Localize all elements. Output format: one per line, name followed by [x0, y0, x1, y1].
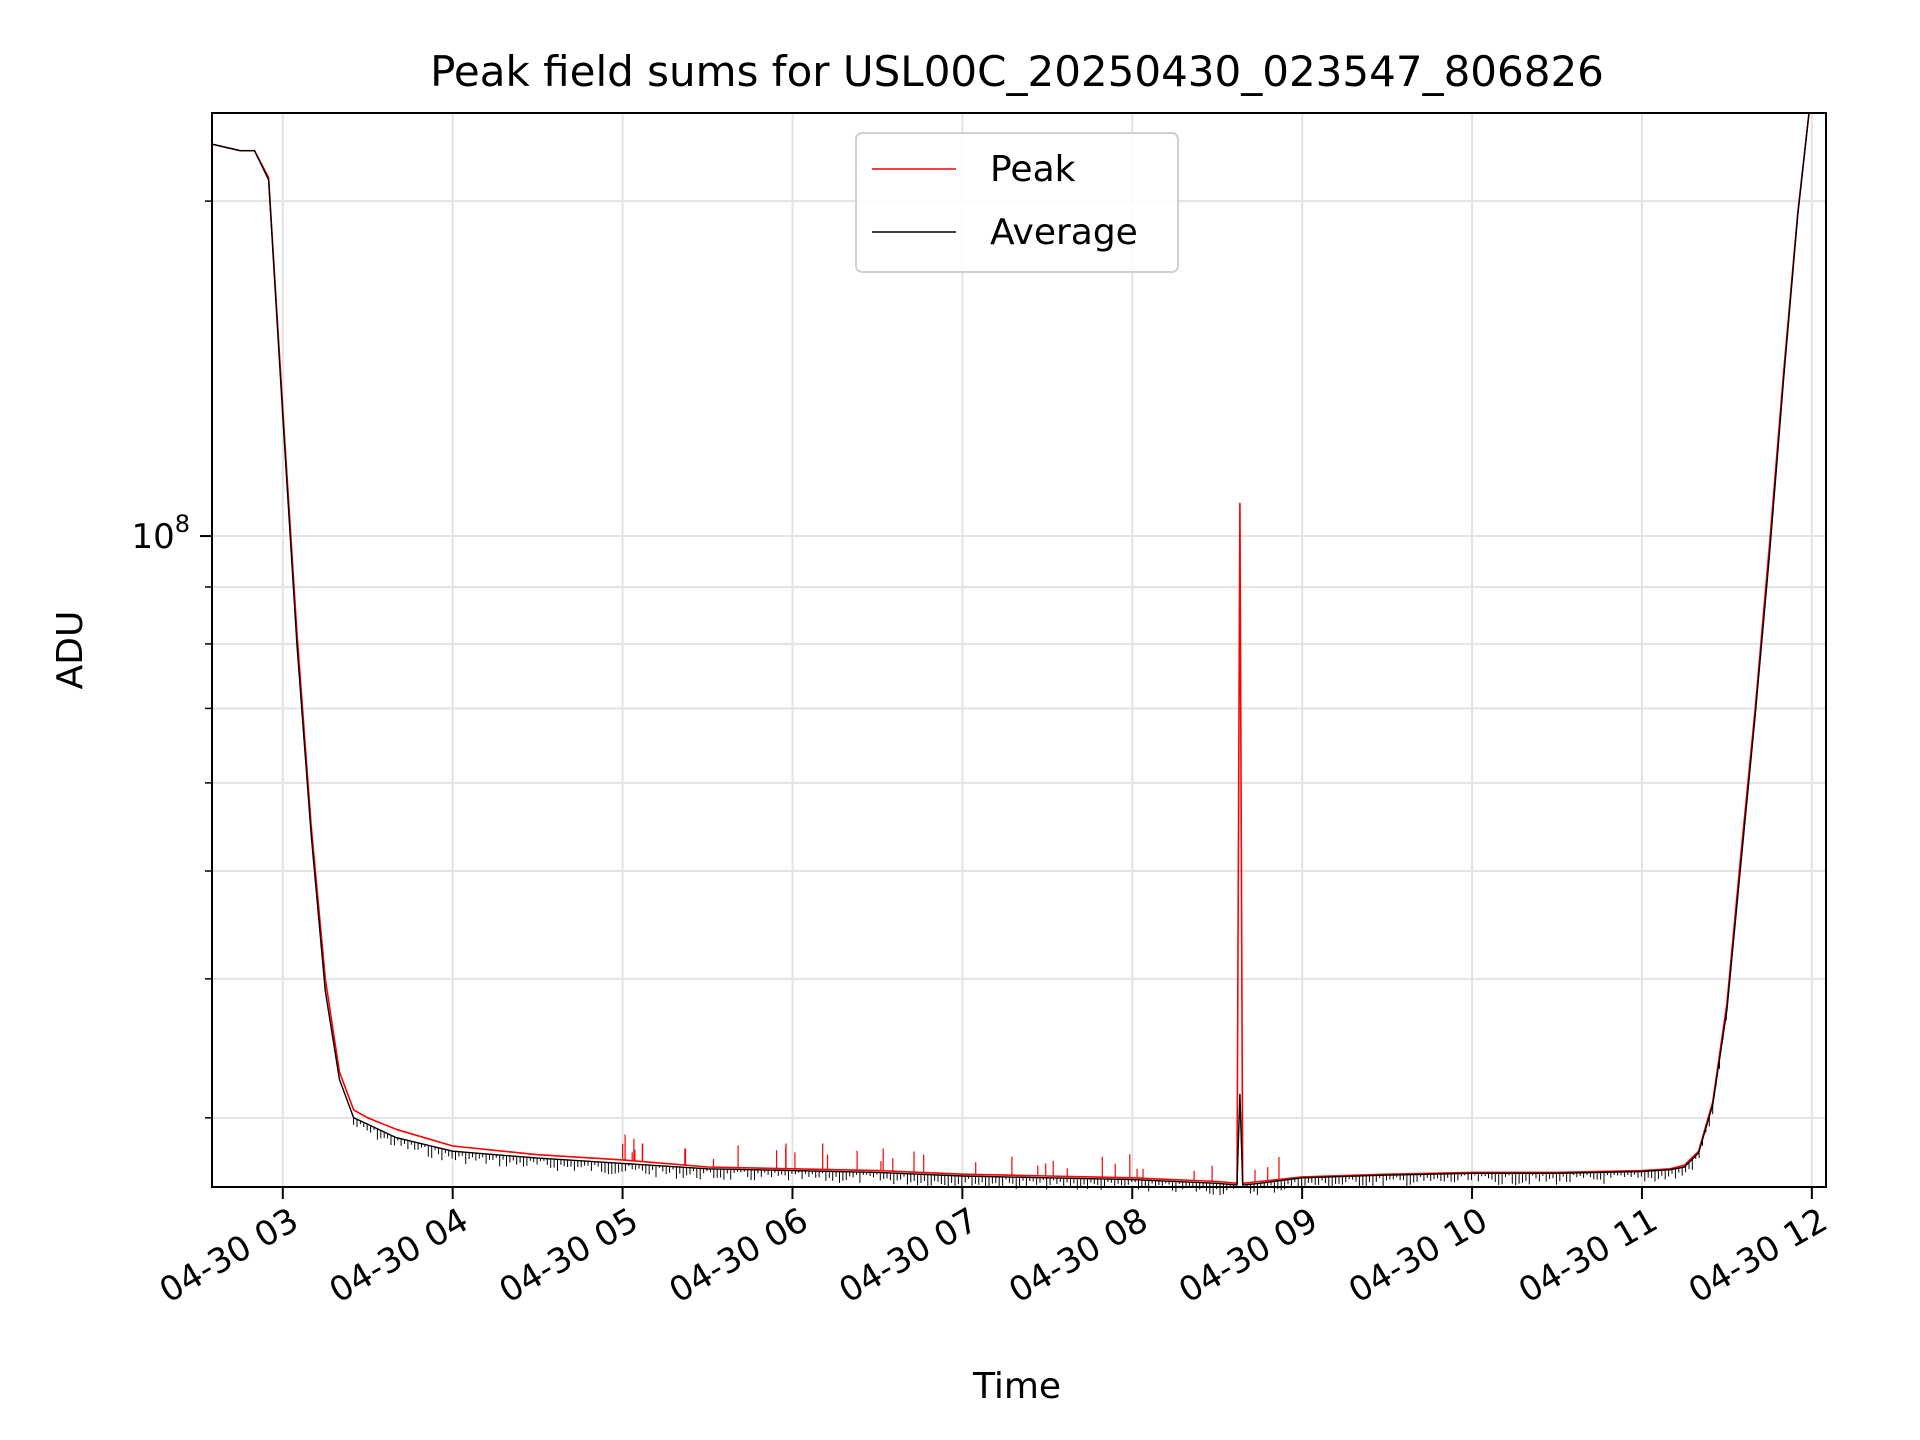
- y-axis-label: ADU: [50, 611, 91, 690]
- legend: Peak Average: [855, 132, 1179, 273]
- legend-box: [855, 132, 1179, 273]
- legend-label-peak: Peak: [990, 149, 1076, 190]
- spike-layer: [353, 867, 1727, 1196]
- plot-frame: [211, 112, 1827, 1188]
- series-layer: [212, 113, 1810, 1186]
- y-tick-label: 108: [131, 510, 190, 557]
- legend-label-average: Average: [990, 212, 1138, 253]
- series-line-average: [212, 113, 1810, 1186]
- x-axis-label: Time: [972, 1366, 1061, 1407]
- grid-layer: [212, 113, 1826, 1187]
- chart-title: Peak field sums for USL00C_20250430_0235…: [430, 47, 1604, 96]
